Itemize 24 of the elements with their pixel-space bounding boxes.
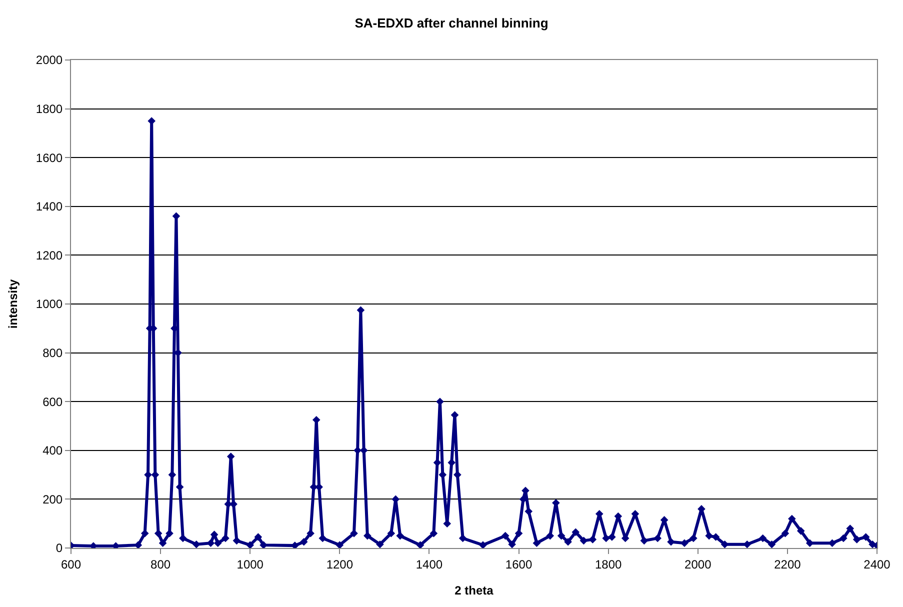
y-tick-label: 200 xyxy=(42,492,63,506)
x-tick-label: 2000 xyxy=(684,557,712,572)
y-tick-label: 1800 xyxy=(36,102,63,116)
chart-title: SA-EDXD after channel binning xyxy=(354,15,548,30)
y-tick-label: 1400 xyxy=(36,200,63,214)
x-tick-label: 800 xyxy=(150,557,171,572)
y-tick-label: 1000 xyxy=(36,297,63,312)
x-tick-label: 1200 xyxy=(326,557,354,572)
x-tick-label: 1600 xyxy=(505,557,532,572)
y-tick-label: 2000 xyxy=(36,53,63,68)
x-tick-label: 600 xyxy=(60,557,82,572)
y-tick-label: 400 xyxy=(42,444,63,458)
x-tick-label: 2200 xyxy=(774,557,802,572)
x-tick-label: 1000 xyxy=(236,557,264,572)
x-axis-title: 2 theta xyxy=(454,583,494,598)
x-tick-label: 2400 xyxy=(864,557,891,572)
y-tick-label: 600 xyxy=(42,394,63,409)
y-tick-label: 800 xyxy=(42,346,63,360)
x-tick-label: 1800 xyxy=(594,557,622,572)
y-tick-label: 0 xyxy=(56,541,63,556)
y-tick-label: 1200 xyxy=(36,248,63,262)
x-tick-label: 1400 xyxy=(416,557,443,572)
y-tick-label: 1600 xyxy=(36,150,63,165)
y-axis-title: intensity xyxy=(6,279,20,329)
